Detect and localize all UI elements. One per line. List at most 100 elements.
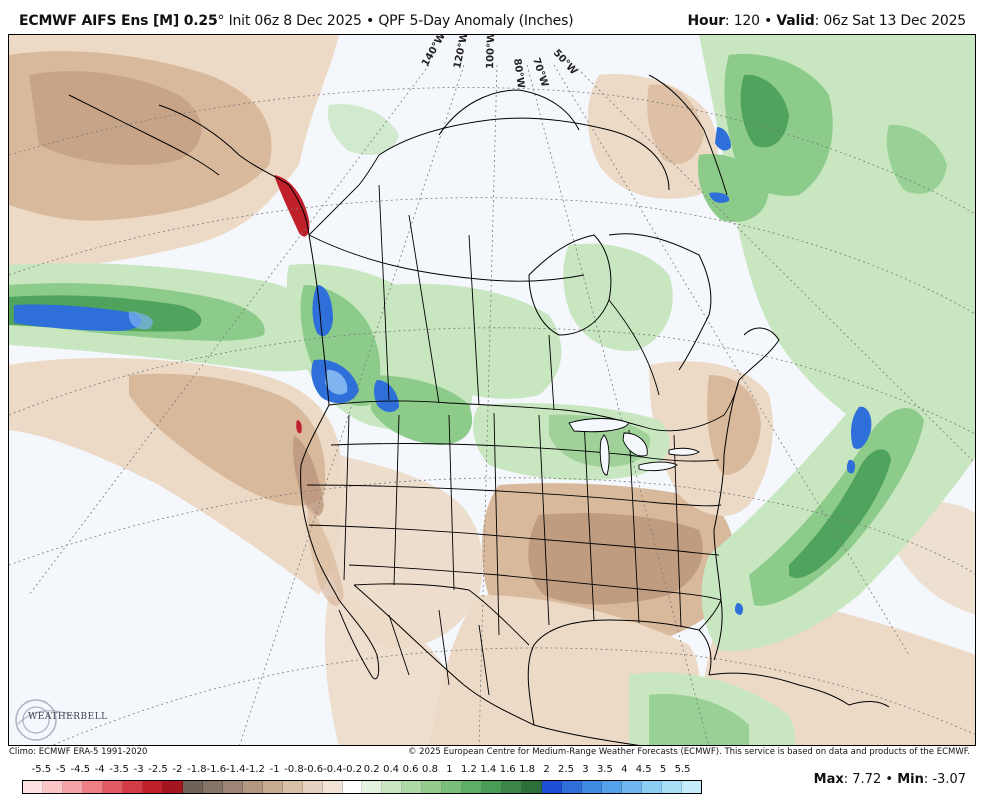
title-left: ECMWF AIFS Ens [M] 0.25° Init 06z 8 Dec …: [19, 13, 574, 29]
meridian-label: 100°W: [485, 35, 497, 69]
colorbar-cell: [642, 781, 662, 793]
wet-region-caribbean-south-mid: [649, 694, 749, 745]
meridian-label: 80°W: [511, 58, 526, 89]
colorbar-cell: [302, 781, 323, 793]
mexico-pacific-coast: [353, 584, 535, 726]
init-time: Init 06z 8 Dec 2025: [228, 13, 362, 29]
copyright-credit: © 2025 European Centre for Medium-Range …: [407, 747, 970, 757]
colorbar-tick-label: 1.2: [460, 764, 477, 775]
header: ECMWF AIFS Ens [M] 0.25° Init 06z 8 Dec …: [0, 0, 984, 34]
colorbar-tick-label: 3: [582, 764, 589, 775]
greenland-coast: [648, 74, 728, 196]
labrador-coast: [608, 233, 712, 371]
heavy-spot-pacific-northwest: [312, 285, 333, 337]
us-state-col-6: [583, 419, 595, 621]
qpf-anomaly-map: 140°W 120°W 100°W 80°W 70°W 50°W: [9, 35, 975, 745]
colorbar-cell: [462, 781, 483, 793]
maritime-coast: [738, 327, 780, 381]
colorbar-cell: [122, 781, 143, 793]
us-state-row-2: [306, 484, 722, 507]
canada-province-5: [548, 334, 555, 411]
bc-coast: [308, 234, 330, 406]
max-value: 7.72: [852, 772, 882, 787]
dry-extreme-spots: [274, 175, 310, 434]
dry-region-california: [292, 435, 324, 516]
max-label: Max: [813, 772, 844, 787]
central-america-coast: [533, 724, 640, 745]
us-state-col-1: [343, 414, 350, 581]
colorbar-cell: [602, 781, 623, 793]
wet-region-labrador-sea: [697, 154, 769, 222]
colorbar-cell: [402, 781, 423, 793]
wet-region-quebec: [563, 243, 673, 351]
colorbar-tick-label: 1.4: [480, 764, 497, 775]
colorbar-labels: -5.5 -5 -4.5 -4 -3.5 -3 -2.5 -2 -1.8 -1.6 -1.4 -1.2…: [22, 764, 702, 778]
colorbar-cell: [502, 781, 523, 793]
us-state-row-3: [308, 524, 720, 556]
colorbar-tick-label: 3.5: [596, 764, 613, 775]
us-state-row-4: [348, 564, 722, 601]
colorbar-tick-label: 5.5: [674, 764, 691, 775]
colorbar-tick-label: 1.8: [519, 764, 536, 775]
min-label: Min: [897, 772, 924, 787]
logo-text: WEATHERBELL: [28, 712, 108, 722]
lake-michigan: [599, 434, 610, 476]
colorbar-cell: [662, 781, 682, 793]
aleutian-chain: [68, 94, 220, 176]
colorbar-cell: [622, 781, 643, 793]
alaska-coast: [158, 104, 310, 236]
lake-superior: [568, 418, 630, 433]
valid-label: Valid: [776, 13, 815, 29]
heavy-spot-atlantic-south: [846, 459, 856, 474]
separator: •: [885, 772, 894, 787]
title-right: Hour: 120 • Valid: 06z Sat 13 Dec 2025: [687, 13, 967, 29]
colorbar-cell: [362, 781, 383, 793]
colorbar-tick-label: 2: [543, 764, 550, 775]
colorbar-tick-label: -1.4: [225, 764, 246, 775]
colorbar-cell: [182, 781, 203, 793]
colorbar-tick-label: 0.6: [402, 764, 419, 775]
parallel-line: [9, 197, 975, 315]
dry-anomaly-regions: [9, 35, 975, 745]
dry-region-atlantic-coast-mid: [707, 375, 761, 475]
lake-erie: [638, 461, 678, 472]
model-name: ECMWF AIFS Ens [M] 0.25: [19, 13, 218, 29]
colorbar-cell: [442, 781, 463, 793]
dry-extreme-alaska-panhandle: [274, 175, 310, 237]
colorbar-tick-label: -1: [269, 764, 280, 775]
dry-region-greenland-west: [647, 84, 704, 164]
lake-huron: [622, 432, 648, 457]
colorbar-cell: [222, 781, 243, 793]
us-state-col-7: [628, 429, 640, 624]
us-state-col-8: [673, 434, 682, 628]
colorbar-cell: [82, 781, 103, 793]
canada-province-3: [468, 234, 480, 406]
lake-ontario: [668, 447, 700, 456]
heavy-spot-idaho: [374, 380, 399, 413]
logo-swirl: [17, 710, 75, 725]
colorbar-cell: [522, 781, 543, 793]
weatherbell-logo: WEATHERBELL: [14, 698, 108, 742]
colorbar-tick-label: 1: [446, 764, 453, 775]
colorbar-cell: [382, 781, 403, 793]
colorbar-cell: [162, 781, 183, 793]
meridian-line: [28, 64, 430, 596]
land-outlines: [68, 74, 890, 745]
hispaniola-coast: [848, 701, 890, 708]
alaska-canada-border: [308, 154, 380, 236]
colorbar-tick-label: -0.6: [303, 764, 324, 775]
colorbar-cell: [322, 781, 343, 793]
us-state-col-3: [448, 414, 455, 591]
valid-value: 06z Sat 13 Dec 2025: [823, 13, 966, 29]
colorbar-cell: [202, 781, 223, 793]
canada-province-6: [608, 299, 660, 396]
colorbar-tick-label: -5.5: [31, 764, 52, 775]
heavy-spot-oregon-light: [325, 369, 348, 395]
colorbar-tick-label: -1.6: [206, 764, 227, 775]
colorbar-tick-label: 0.2: [363, 764, 380, 775]
baja-peninsula: [338, 599, 380, 680]
great-lakes: [568, 418, 700, 476]
dry-region-baja: [307, 505, 344, 606]
dry-region-mexico: [324, 595, 454, 745]
colorbar-bar: [22, 780, 702, 794]
